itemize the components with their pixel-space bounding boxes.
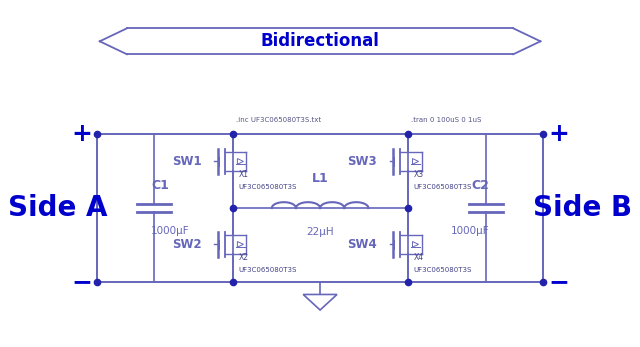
- Text: 22μH: 22μH: [307, 227, 334, 237]
- Text: Bidirectional: Bidirectional: [260, 32, 380, 50]
- Text: .inc UF3C065080T3S.txt: .inc UF3C065080T3S.txt: [236, 117, 321, 124]
- Text: Side A: Side A: [8, 194, 108, 222]
- Text: C2: C2: [471, 179, 489, 192]
- Text: X1: X1: [239, 170, 248, 179]
- Text: .tran 0 100uS 0 1uS: .tran 0 100uS 0 1uS: [411, 117, 481, 124]
- Text: C1: C1: [151, 179, 169, 192]
- Text: X2: X2: [239, 253, 248, 262]
- Text: +: +: [548, 122, 569, 146]
- Text: L1: L1: [312, 172, 328, 185]
- Text: SW2: SW2: [172, 238, 202, 251]
- Text: −: −: [548, 270, 569, 294]
- Text: X4: X4: [413, 253, 424, 262]
- Text: SW4: SW4: [348, 238, 377, 251]
- Text: X3: X3: [413, 170, 424, 179]
- Text: Side B: Side B: [533, 194, 632, 222]
- Text: +: +: [71, 122, 92, 146]
- Text: SW1: SW1: [172, 155, 202, 168]
- Text: UF3C065080T3S: UF3C065080T3S: [413, 184, 472, 190]
- Text: UF3C065080T3S: UF3C065080T3S: [239, 267, 297, 273]
- Text: 1000μF: 1000μF: [151, 226, 189, 236]
- Text: UF3C065080T3S: UF3C065080T3S: [413, 267, 472, 273]
- Text: SW3: SW3: [348, 155, 377, 168]
- Text: UF3C065080T3S: UF3C065080T3S: [239, 184, 297, 190]
- Text: 1000μF: 1000μF: [451, 226, 489, 236]
- Text: −: −: [71, 270, 92, 294]
